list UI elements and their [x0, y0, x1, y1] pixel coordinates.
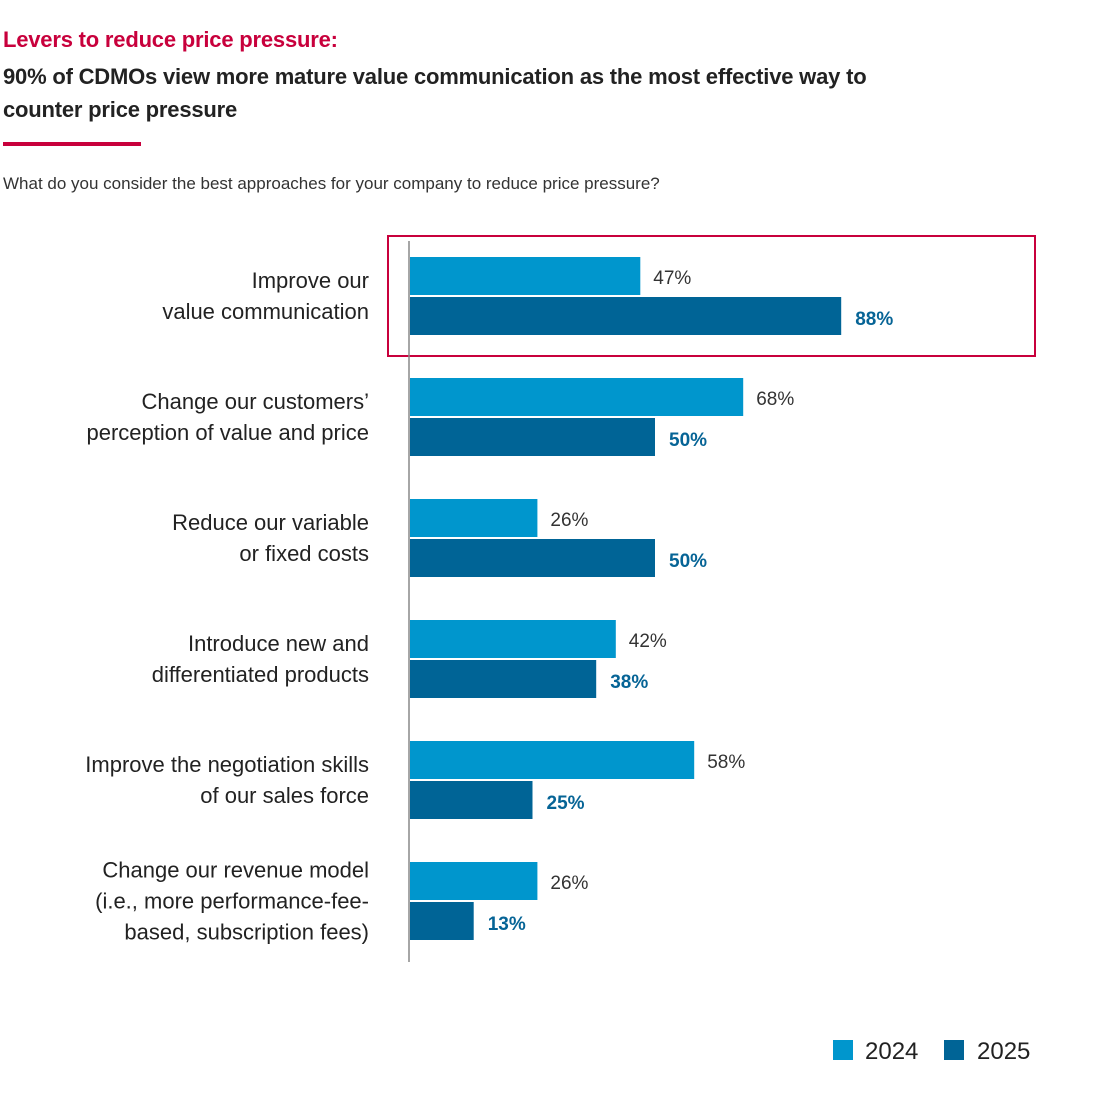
data-label-2024: 42%	[629, 631, 667, 652]
category-label: Reduce our variable	[172, 510, 369, 535]
data-label-2025: 50%	[669, 430, 707, 451]
data-label-2025: 38%	[610, 672, 648, 693]
bar-2025	[410, 539, 655, 577]
category-label: Improve the negotiation skills	[85, 752, 369, 777]
category-label: Introduce new and	[188, 631, 369, 656]
category-label: Change our customers’	[142, 389, 369, 414]
survey-question: What do you consider the best approaches…	[3, 174, 660, 193]
category-label: of our sales force	[200, 783, 369, 808]
data-label-2024: 26%	[550, 873, 588, 894]
bar-2024	[410, 741, 695, 779]
legend-label-2025: 2025	[977, 1038, 1030, 1065]
chart-headline: 90% of CDMOs view more mature value comm…	[3, 64, 867, 122]
data-label-2025: 50%	[669, 551, 707, 572]
data-label-2025: 88%	[855, 309, 893, 330]
data-label-2024: 26%	[550, 510, 588, 531]
data-label-2024: 47%	[653, 268, 691, 289]
data-label-2025: 25%	[547, 793, 585, 814]
category-label: Change our revenue model	[102, 858, 369, 883]
bar-2025	[410, 781, 533, 819]
data-label-2024: 58%	[707, 752, 745, 773]
category-label: value communication	[162, 299, 369, 324]
bar-2024	[410, 499, 538, 537]
bar-2025	[410, 418, 655, 456]
category-label: or fixed costs	[239, 541, 369, 566]
legend-swatch-2024	[833, 1040, 853, 1060]
bar-2025	[410, 297, 842, 335]
bar-2024	[410, 862, 538, 900]
data-label-2024: 68%	[756, 389, 794, 410]
bar-2024	[410, 620, 616, 658]
bar-2024	[410, 257, 641, 295]
category-label: (i.e., more performance-fee-	[95, 889, 369, 914]
data-label-2025: 13%	[488, 914, 526, 935]
bar-2024	[410, 378, 744, 416]
bar-2025	[410, 902, 474, 940]
legend-label-2024: 2024	[865, 1038, 918, 1065]
category-label: perception of value and price	[86, 420, 369, 445]
category-label: differentiated products	[152, 662, 369, 687]
bar-2025	[410, 660, 597, 698]
category-label: based, subscription fees)	[124, 920, 369, 945]
accent-rule	[3, 142, 141, 146]
category-label: Improve our	[252, 268, 369, 293]
legend-swatch-2025	[944, 1040, 964, 1060]
highlight-box	[387, 235, 1036, 357]
chart-kicker: Levers to reduce price pressure:	[3, 27, 338, 52]
